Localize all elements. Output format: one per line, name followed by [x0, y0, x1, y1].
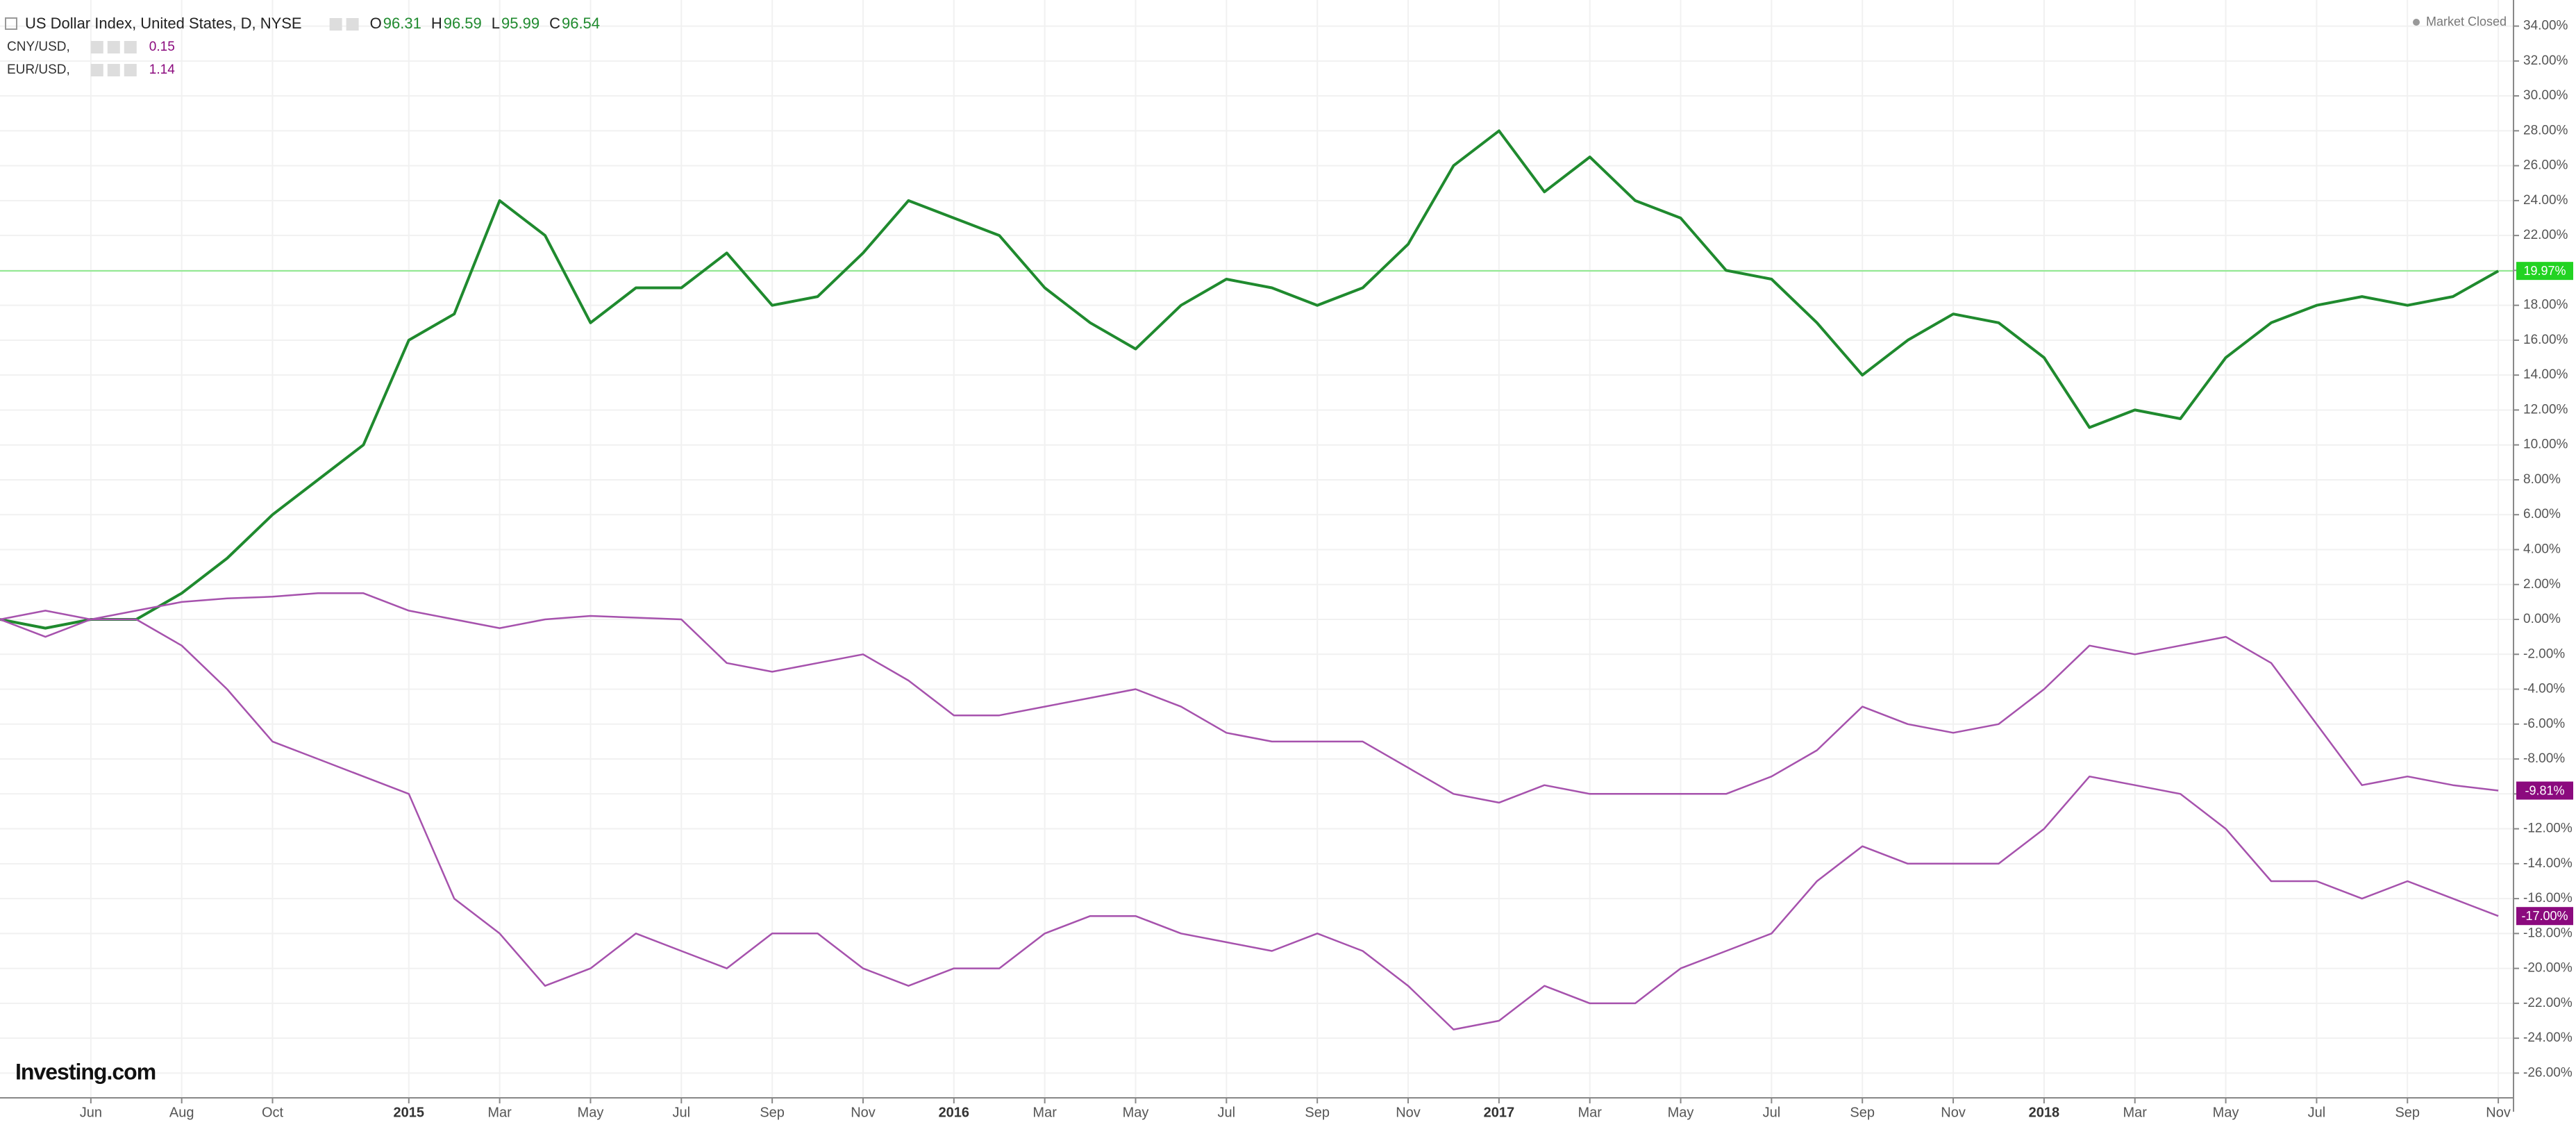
x-tick-label: 2017 — [1484, 1105, 1515, 1120]
y-tick-label: -22.00% — [2523, 996, 2573, 1010]
y-tick-label: -16.00% — [2523, 891, 2573, 905]
x-tick-label: Sep — [1305, 1105, 1330, 1120]
x-tick-label: Sep — [1850, 1105, 1875, 1120]
last-value-badge: -17.00% — [2516, 907, 2573, 926]
badge-box — [2516, 262, 2573, 281]
badge-box — [2516, 907, 2573, 926]
legend-value: 0.15 — [149, 40, 175, 54]
x-tick-label: 2016 — [939, 1105, 970, 1120]
legend-icon[interactable] — [107, 64, 120, 76]
legend-value: 1.14 — [149, 62, 175, 77]
y-tick-label: -24.00% — [2523, 1030, 2573, 1045]
y-tick-label: 26.00% — [2523, 158, 2568, 173]
x-tick-label: May — [1123, 1105, 1149, 1120]
legend-icon[interactable] — [124, 41, 137, 53]
x-tick-label: Nov — [1941, 1105, 1966, 1120]
legend-icon[interactable] — [90, 41, 103, 53]
x-tick-label: Nov — [1396, 1105, 1421, 1120]
series-line — [0, 592, 2499, 804]
y-tick-label: -2.00% — [2523, 646, 2565, 661]
y-tick-label: 4.00% — [2523, 542, 2561, 556]
x-tick-label: 2015 — [394, 1105, 425, 1120]
x-tick-label: May — [2213, 1105, 2239, 1120]
y-tick-label: 34.00% — [2523, 19, 2568, 33]
ohlc-value: 96.59 — [444, 15, 482, 32]
x-tick-label: Oct — [262, 1105, 284, 1120]
y-tick-label: 16.00% — [2523, 333, 2568, 347]
x-tick-label: Jul — [673, 1105, 691, 1120]
x-tick-label: Sep — [760, 1105, 785, 1120]
badge-box — [2516, 781, 2573, 800]
last-value-badge: -9.81% — [2516, 781, 2573, 800]
series-line — [0, 618, 2499, 1030]
market-status: Market Closed — [2426, 15, 2507, 28]
y-tick-label: 12.00% — [2523, 402, 2568, 417]
legend-name: EUR/USD, — [7, 62, 70, 77]
y-tick-label: 30.00% — [2523, 88, 2568, 103]
collapse-icon[interactable] — [5, 17, 17, 30]
y-tick-label: -6.00% — [2523, 717, 2565, 731]
y-tick-label: -12.00% — [2523, 821, 2573, 836]
y-tick-label: 32.00% — [2523, 53, 2568, 68]
x-tick-label: 2018 — [2029, 1105, 2060, 1120]
x-tick-label: Mar — [487, 1105, 512, 1120]
badge-label: -17.00% — [2521, 909, 2568, 923]
ohlc-value: 96.31 — [383, 15, 421, 32]
y-tick-label: -8.00% — [2523, 751, 2565, 766]
settings-icon[interactable] — [329, 18, 342, 31]
y-tick-label: -26.00% — [2523, 1065, 2573, 1080]
x-tick-label: Sep — [2395, 1105, 2420, 1120]
ohlc-value: 96.54 — [562, 15, 600, 32]
x-tick-label: Jul — [2308, 1105, 2326, 1120]
legend-icon[interactable] — [90, 64, 103, 76]
legend-icon[interactable] — [124, 64, 137, 76]
ohlc-key: H — [431, 15, 442, 32]
badge-label: 19.97% — [2523, 264, 2566, 278]
x-tick-label: Aug — [169, 1105, 194, 1120]
ohlc-key: L — [492, 15, 500, 32]
status-dot — [2413, 19, 2420, 26]
close-icon[interactable] — [346, 18, 359, 31]
badge-label: -9.81% — [2525, 783, 2564, 797]
x-tick-label: Jul — [1763, 1105, 1781, 1120]
x-tick-label: Mar — [2123, 1105, 2148, 1120]
ohlc-key: C — [549, 15, 560, 32]
y-tick-label: -4.00% — [2523, 682, 2565, 696]
legend: US Dollar Index, United States, D, NYSE O… — [5, 15, 2507, 1084]
y-tick-label: 22.00% — [2523, 228, 2568, 242]
legend-icon[interactable] — [107, 41, 120, 53]
y-tick-label: -20.00% — [2523, 961, 2573, 976]
ohlc-key: O — [370, 15, 382, 32]
grid — [0, 0, 2514, 1098]
y-tick-label: 18.00% — [2523, 298, 2568, 312]
last-value-badge: 19.97% — [2516, 262, 2573, 281]
y-tick-label: 0.00% — [2523, 612, 2561, 626]
y-tick-label: 14.00% — [2523, 367, 2568, 382]
y-tick-label: -18.00% — [2523, 926, 2573, 940]
legend-name: CNY/USD, — [7, 40, 70, 54]
x-tick-label: Mar — [1578, 1105, 1602, 1120]
y-tick-label: 10.00% — [2523, 437, 2568, 452]
x-tick-label: Nov — [851, 1105, 876, 1120]
plot — [0, 129, 2514, 1030]
y-tick-label: 24.00% — [2523, 193, 2568, 208]
x-tick-label: Mar — [1032, 1105, 1057, 1120]
x-tick-label: Jun — [80, 1105, 102, 1120]
y-tick-label: 6.00% — [2523, 507, 2561, 521]
x-tick-label: May — [578, 1105, 604, 1120]
y-tick-label: 28.00% — [2523, 123, 2568, 137]
x-tick-label: May — [1668, 1105, 1694, 1120]
brand: Investing.com — [15, 1059, 156, 1084]
x-tick-label: Nov — [2486, 1105, 2511, 1120]
legend-title: US Dollar Index, United States, D, NYSE — [25, 15, 302, 32]
ohlc-value: 95.99 — [501, 15, 540, 32]
y-tick-label: -14.00% — [2523, 856, 2573, 871]
x-tick-label: Jul — [1218, 1105, 1236, 1120]
series-line — [0, 129, 2500, 630]
y-tick-label: 8.00% — [2523, 472, 2561, 487]
y-tick-label: 2.00% — [2523, 577, 2561, 592]
